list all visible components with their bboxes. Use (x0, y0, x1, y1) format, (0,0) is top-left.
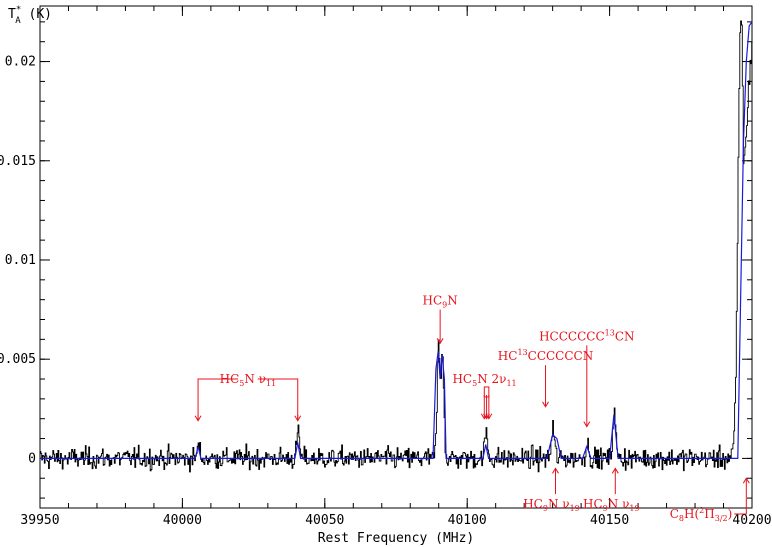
annotation-label: HC5N 2ν11 (452, 372, 516, 388)
annotation-arrowhead (552, 467, 559, 474)
annotation-label-part: N ν (244, 372, 266, 386)
annotation-label: HCCCCCC13CN (539, 328, 634, 343)
plot-frame (39, 5, 753, 509)
annotation-arrowhead (485, 413, 493, 420)
x-tick-label: 40200 (732, 513, 771, 528)
y-tick-label: 0.02 (5, 55, 36, 70)
annotation-label-part: HC (583, 497, 603, 511)
annotation-label-part: HC (452, 372, 472, 386)
x-tick-label: 40100 (448, 513, 487, 528)
annotation-label-part: HC (423, 294, 443, 308)
annotation-label-part: H( (684, 507, 699, 521)
annotation-label-part: C (670, 507, 679, 521)
annotation-label: HC5N ν11 (220, 372, 277, 388)
annotation-label-part: N ν (608, 497, 630, 511)
annotation-label: HC9N ν19 (583, 497, 640, 513)
annotation-label-part: 9 (543, 504, 548, 513)
annotation-label-part: 2 (699, 506, 704, 515)
annotation-label-part: N 2ν (477, 372, 506, 386)
annotation-label: HC9N (423, 294, 458, 310)
annotation-label-part: 19 (570, 504, 580, 513)
bracket-right (257, 378, 299, 421)
y-tick-label: 0.01 (5, 253, 36, 268)
y-axis-ticks: 0 0.005 0.01 0.015 0.02 (0, 21, 752, 499)
x-tick-label: 40000 (163, 513, 202, 528)
c8h-leader (734, 478, 747, 515)
annotation-label-part: N (447, 294, 458, 308)
annotation-arrowhead (294, 415, 302, 422)
annotation-label-part: HCCCCCC (539, 329, 605, 343)
model-spectrum (40, 21, 753, 459)
y-tick-label: 0.005 (0, 352, 36, 367)
annotation-label-part: HC (498, 349, 518, 363)
annotation-label-part: CN (615, 329, 635, 343)
annotation-label-part: 3/2 (715, 514, 728, 523)
annotation-label-part: 19 (629, 504, 639, 513)
bracket-left (197, 378, 239, 421)
observed-spectrum-trace (40, 20, 753, 473)
y-tick-label: 0.015 (0, 154, 36, 169)
annotation-label: C8H(2Π3/2) (670, 506, 733, 523)
annotation-label-part: HC (220, 372, 240, 386)
annotation-label-part: HC (523, 497, 543, 511)
observed-spectrum (40, 20, 753, 473)
annotation-label-part: 9 (603, 504, 608, 513)
model-spectrum-trace (40, 21, 753, 459)
annotation-label-part: 13 (605, 328, 615, 337)
annotation-label-part: 13 (517, 348, 527, 357)
annotation-label: HC9N ν19 (523, 497, 580, 513)
y-tick-label: 0 (28, 451, 36, 466)
x-tick-label: 39950 (20, 513, 59, 528)
annotation-arrowhead (742, 477, 750, 484)
annotation-label-part: Π (704, 507, 714, 521)
x-axis-ticks: 39950 40000 40050 40100 40150 40200 (20, 6, 772, 528)
annotation-label-part: CCCCCCN (528, 349, 594, 363)
annotation-label-part: 5 (472, 379, 477, 388)
x-tick-label: 40150 (590, 513, 629, 528)
x-axis-title: Rest Frequency (MHz) (318, 531, 475, 546)
y-axis-title: T* A (K) (8, 5, 52, 26)
annotation-arrowhead (542, 401, 549, 408)
axes (39, 5, 753, 509)
annotation-label-part: 5 (239, 379, 244, 388)
annotation-label-part: 8 (679, 514, 684, 523)
annotation-label-part: ) (728, 507, 733, 521)
annotation-label-part: 11 (266, 379, 276, 388)
annotation-label-part: N ν (548, 497, 570, 511)
annotation-arrowhead (583, 421, 591, 428)
annotation-arrowhead (436, 338, 444, 345)
annotation-label-part: 11 (506, 379, 516, 388)
annotation-arrowhead (194, 415, 202, 422)
x-tick-label: 40050 (305, 513, 344, 528)
annotation-label: HC13CCCCCCN (498, 348, 593, 363)
annotation-arrowhead (611, 467, 619, 474)
annotation-label-part: 9 (442, 301, 447, 310)
